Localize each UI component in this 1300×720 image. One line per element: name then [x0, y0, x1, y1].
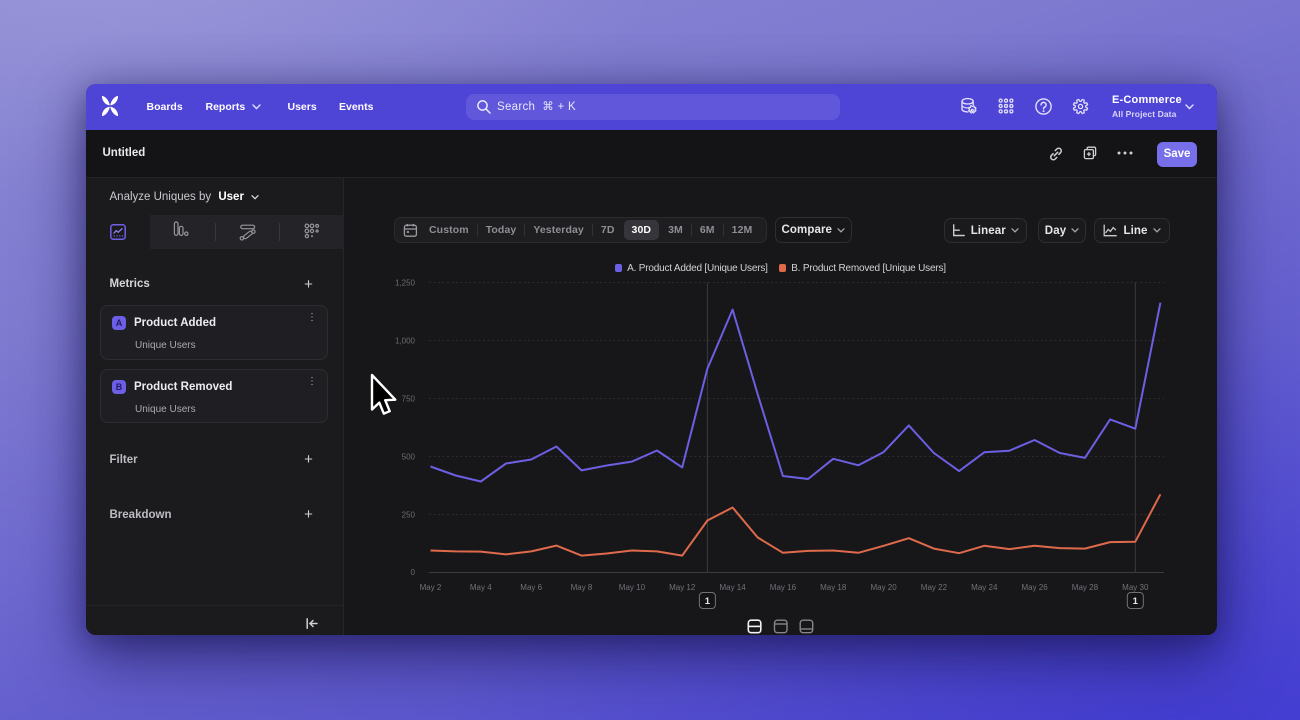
svg-text:May 16: May 16: [769, 583, 796, 592]
svg-text:May 4: May 4: [469, 583, 491, 592]
svg-text:May 8: May 8: [570, 583, 592, 592]
svg-text:1: 1: [1132, 596, 1138, 607]
svg-text:May 26: May 26: [1021, 583, 1048, 592]
svg-text:May 28: May 28: [1071, 583, 1098, 592]
svg-text:May 24: May 24: [971, 583, 998, 592]
svg-text:May 12: May 12: [669, 583, 696, 592]
svg-text:1,000: 1,000: [394, 336, 415, 345]
svg-text:May 30: May 30: [1122, 583, 1149, 592]
svg-text:May 14: May 14: [719, 583, 746, 592]
svg-text:500: 500: [401, 452, 415, 461]
svg-text:May 10: May 10: [618, 583, 645, 592]
svg-text:May 2: May 2: [419, 583, 441, 592]
svg-text:750: 750: [401, 394, 415, 403]
svg-text:1: 1: [704, 596, 710, 607]
svg-text:May 20: May 20: [870, 583, 897, 592]
svg-text:0: 0: [410, 568, 415, 577]
svg-text:May 18: May 18: [820, 583, 847, 592]
svg-text:250: 250: [401, 510, 415, 519]
svg-text:May 22: May 22: [920, 583, 947, 592]
svg-text:1,250: 1,250: [394, 278, 415, 287]
svg-text:May 6: May 6: [520, 583, 542, 592]
